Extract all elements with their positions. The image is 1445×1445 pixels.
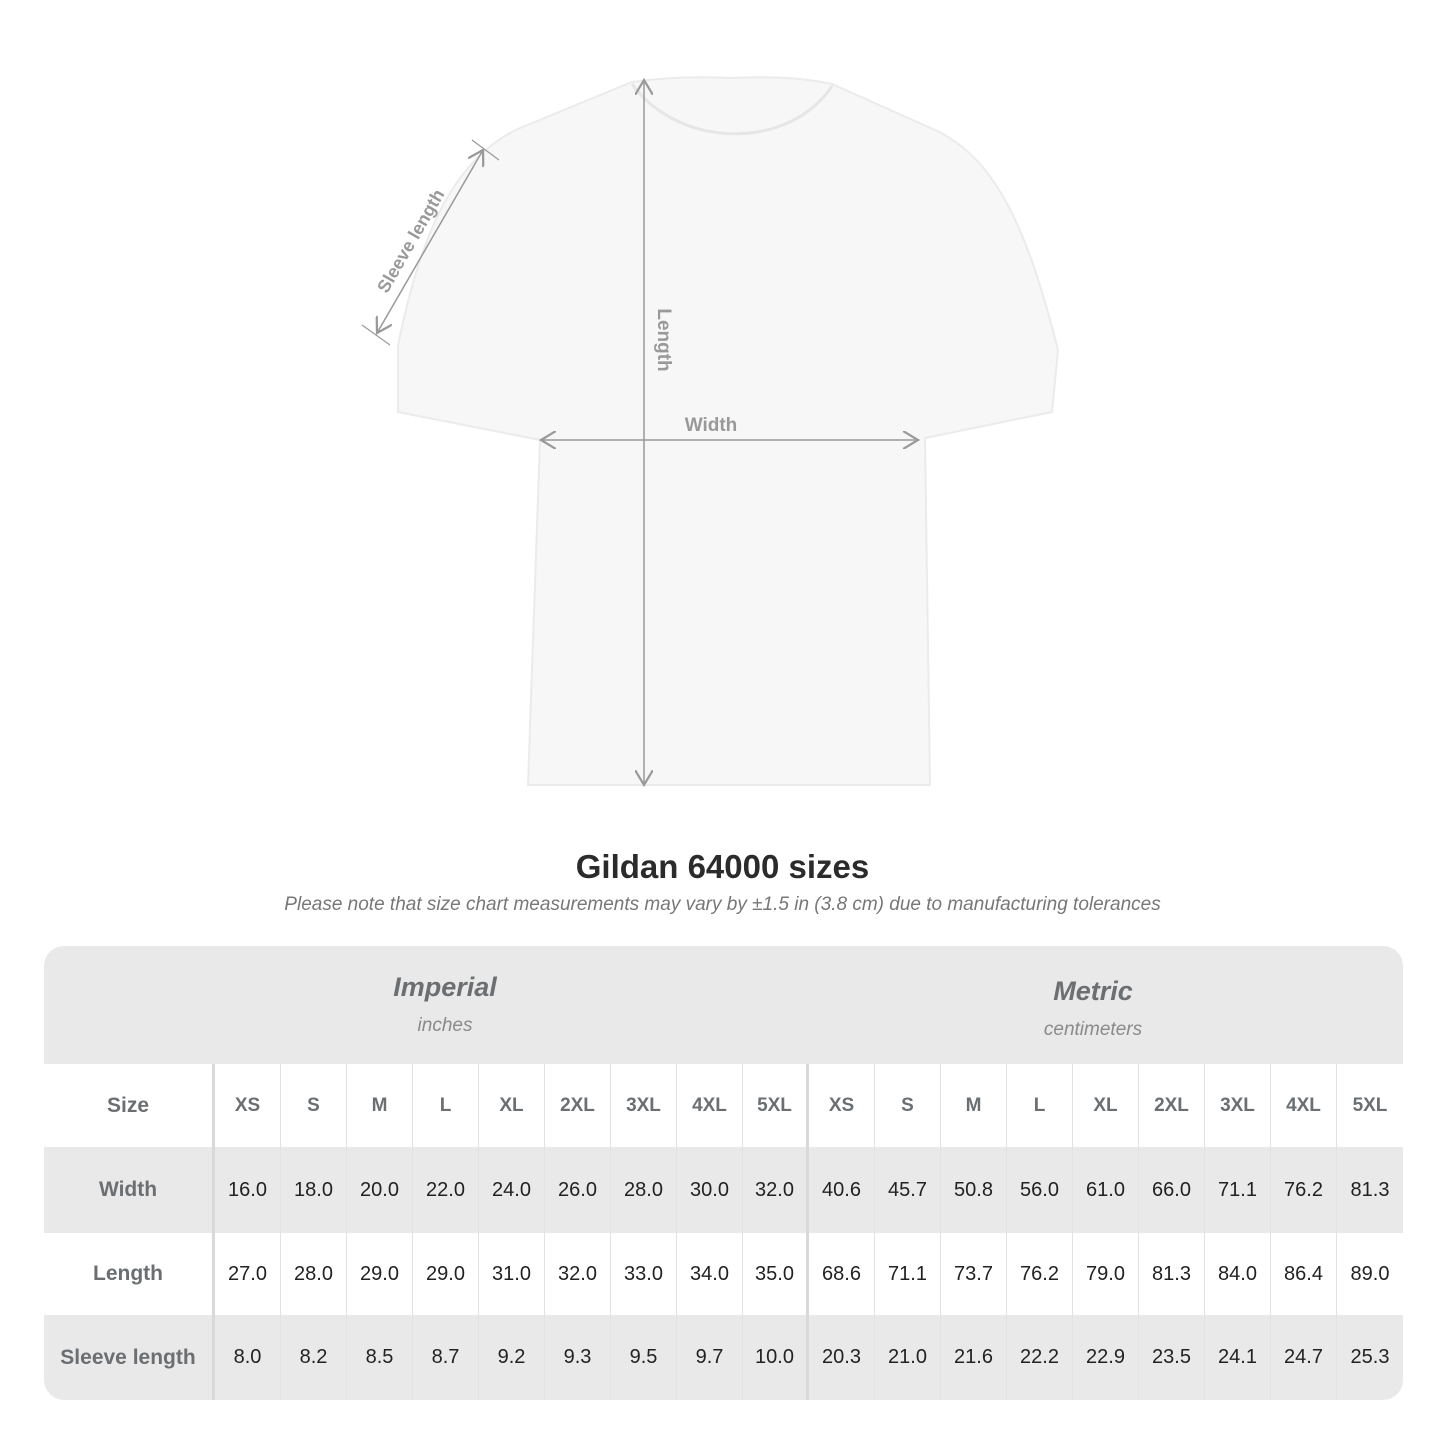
table-cell: 76.2: [1007, 1233, 1073, 1315]
table-cell: 8.7: [413, 1315, 479, 1400]
table-cell: 4XL: [677, 1064, 743, 1147]
table-cell: 66.0: [1139, 1147, 1205, 1233]
table-cell: 40.6: [809, 1147, 875, 1233]
table-cell: 89.0: [1350, 1262, 1390, 1285]
table-cell: 35.0: [743, 1233, 809, 1315]
size-table: Imperial inches Metric centimeters Size X…: [44, 946, 1403, 1400]
unit-header: Imperial inches Metric centimeters: [44, 946, 1403, 1064]
table-cell: 32.0: [545, 1233, 611, 1315]
metric-header: Metric centimeters: [808, 976, 1378, 1041]
table-cell: 9.2: [479, 1315, 545, 1400]
table-cell: 84.0: [1205, 1233, 1271, 1315]
table-cell: 28.0: [281, 1233, 347, 1315]
size-header-row: Size XS S M L XL 2XL 3XL 4XL 5XL XS S M L XL 2XL 3XL 4XL 5…: [44, 1064, 1403, 1147]
table-cell: 24.7: [1271, 1315, 1337, 1400]
table-cell: 24.1: [1205, 1315, 1271, 1400]
table-cell: 81.3: [1139, 1233, 1205, 1315]
table-cell: XS: [215, 1064, 281, 1147]
table-cell: 8.0: [215, 1315, 281, 1400]
table-row: Length 27.0 28.0 29.0 29.0 31.0 32.0 33.0 34.0 35…: [44, 1233, 1403, 1315]
table-cell: XL: [479, 1064, 545, 1147]
table-row: Sleeve length 8.0 8.2 8.5 8.7 9.2 9.3 9.5 9.7 10.…: [44, 1315, 1403, 1400]
table-cell: 30.0: [677, 1147, 743, 1233]
table-cell: 34.0: [677, 1233, 743, 1315]
table-cell: 5XL: [743, 1064, 809, 1147]
table-cell: 29.0: [413, 1233, 479, 1315]
table-cell: 2XL: [1139, 1064, 1205, 1147]
metric-unit: centimeters: [1043, 1019, 1143, 1040]
table-cell: M: [941, 1064, 1007, 1147]
table-cell: 71.1: [875, 1233, 941, 1315]
table-cell: 20.3: [809, 1315, 875, 1400]
table-cell: L: [413, 1064, 479, 1147]
table-cell: 31.0: [479, 1233, 545, 1315]
table-cell: 8.5: [347, 1315, 413, 1400]
table-cell: 9.3: [545, 1315, 611, 1400]
table-cell: S: [875, 1064, 941, 1147]
table-cell: L: [1007, 1064, 1073, 1147]
tshirt-diagram: Length Width Sleeve length: [361, 76, 1060, 820]
table-cell: 21.0: [875, 1315, 941, 1400]
row-label: Length: [44, 1233, 215, 1315]
table-cell: 29.0: [347, 1233, 413, 1315]
table-cell: 9.5: [611, 1315, 677, 1400]
metric-title: Metric: [1053, 976, 1133, 1006]
table-cell: 68.6: [809, 1233, 875, 1315]
table-row: Width 16.0 18.0 20.0 22.0 24.0 26.0 28.0 30.0 32.…: [44, 1147, 1403, 1233]
table-cell: 86.4: [1271, 1233, 1337, 1315]
table-cell: 79.0: [1073, 1233, 1139, 1315]
table-cell: 9.7: [677, 1315, 743, 1400]
page-title: Gildan 64000 sizes: [575, 848, 870, 885]
length-label: Length: [653, 308, 674, 371]
sleeve-measure-line: [377, 150, 483, 333]
imperial-title: Imperial: [393, 972, 497, 1002]
table-cell: 22.2: [1007, 1315, 1073, 1400]
table-cell: 10.0: [743, 1315, 809, 1400]
table-cell: 18.0: [281, 1147, 347, 1233]
table-cell: 81.3: [1350, 1178, 1390, 1201]
table-cell: 20.0: [347, 1147, 413, 1233]
table-cell: 33.0: [611, 1233, 677, 1315]
row-label: Width: [44, 1147, 215, 1233]
table-cell: 8.2: [281, 1315, 347, 1400]
table-cell: 21.6: [941, 1315, 1007, 1400]
table-cell: 16.0: [215, 1147, 281, 1233]
table-cell: 26.0: [545, 1147, 611, 1233]
table-cell: 76.2: [1271, 1147, 1337, 1233]
table-cell: 4XL: [1271, 1064, 1337, 1147]
table-cell: 23.5: [1139, 1315, 1205, 1400]
table-cell: 50.8: [941, 1147, 1007, 1233]
table-cell: 2XL: [545, 1064, 611, 1147]
table-cell: 24.0: [479, 1147, 545, 1233]
table-cell: XS: [809, 1064, 875, 1147]
table-cell: 3XL: [1205, 1064, 1271, 1147]
table-cell: XL: [1073, 1064, 1139, 1147]
table-cell: 27.0: [215, 1233, 281, 1315]
width-label: Width: [685, 415, 738, 436]
table-cell: 5XL: [1352, 1094, 1388, 1116]
table-cell: 28.0: [611, 1147, 677, 1233]
table-cell: 32.0: [743, 1147, 809, 1233]
table-cell: 61.0: [1073, 1147, 1139, 1233]
table-cell: 56.0: [1007, 1147, 1073, 1233]
table-cell: 45.7: [875, 1147, 941, 1233]
table-cell: 3XL: [611, 1064, 677, 1147]
table-cell: M: [347, 1064, 413, 1147]
table-cell: 22.9: [1073, 1315, 1139, 1400]
row-label: Sleeve length: [44, 1315, 215, 1400]
table-cell: 22.0: [413, 1147, 479, 1233]
imperial-header: Imperial inches: [215, 972, 675, 1037]
tolerance-note: Please note that size chart measurements…: [284, 894, 1161, 915]
table-cell: 73.7: [941, 1233, 1007, 1315]
imperial-unit: inches: [417, 1015, 473, 1036]
table-cell: S: [281, 1064, 347, 1147]
table-cell: 71.1: [1205, 1147, 1271, 1233]
table-cell: 25.3: [1350, 1346, 1390, 1368]
row-label: Size: [44, 1064, 215, 1147]
